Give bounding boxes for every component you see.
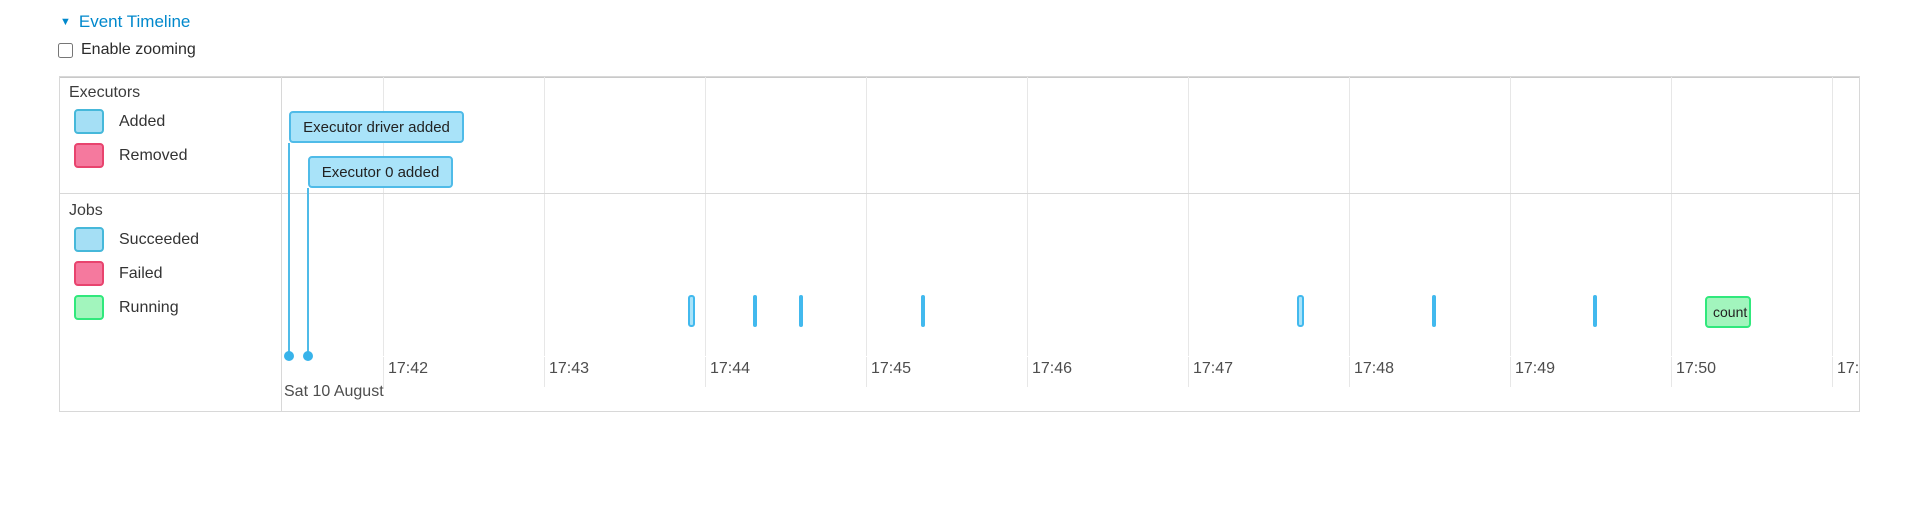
event-stem-line (288, 143, 290, 356)
axis-date-label: Sat 10 August (284, 383, 384, 400)
job-succeeded-tick[interactable] (688, 295, 695, 327)
succeeded-swatch-icon (74, 227, 104, 252)
axis-tick-label: 17:45 (871, 360, 912, 377)
event-stem-line (307, 188, 309, 356)
gridline (1188, 77, 1189, 356)
legend-item-added: Added (74, 109, 280, 134)
legend-title: Executors (69, 84, 141, 101)
enable-zooming-checkbox[interactable] (58, 42, 73, 58)
legend-title: Jobs (69, 202, 103, 219)
legend-item-succeeded: Succeeded (74, 227, 280, 252)
axis-tick (1510, 357, 1511, 387)
page-title: Event Timeline (78, 12, 191, 31)
gridline (1349, 77, 1350, 356)
event-timeline-chart: Executors Added Removed Jobs Succeeded Failed… (59, 76, 1860, 412)
enable-zooming-label: Enable zooming (81, 41, 196, 58)
axis-tick (705, 357, 706, 387)
gridline (1671, 77, 1672, 356)
lane-divider (60, 193, 1859, 194)
axis-tick-label: 17:48 (1354, 360, 1395, 377)
executor-event-box[interactable]: Executor driver added (289, 111, 464, 143)
job-succeeded-tick[interactable] (799, 295, 803, 327)
axis-tick-label: 17:51 (1837, 360, 1860, 377)
gridline (1027, 77, 1028, 356)
legend-label: Added (119, 112, 166, 130)
legend-label: Failed (119, 264, 163, 282)
event-dot-icon (284, 351, 294, 361)
legend-label: Running (119, 298, 179, 316)
event-dot-icon (303, 351, 313, 361)
executor-event-box[interactable]: Executor 0 added (308, 156, 453, 188)
job-succeeded-tick[interactable] (1593, 295, 1597, 327)
job-succeeded-tick[interactable] (1432, 295, 1436, 327)
axis-tick (1027, 357, 1028, 387)
gridline (383, 77, 384, 356)
gridline (1510, 77, 1511, 356)
job-succeeded-tick[interactable] (921, 295, 925, 327)
axis-tick-label: 17:47 (1193, 360, 1234, 377)
axis-tick (544, 357, 545, 387)
axis-tick-label: 17:42 (388, 360, 429, 377)
legend-label: Succeeded (119, 230, 200, 248)
axis-tick-label: 17:49 (1515, 360, 1556, 377)
axis-tick-label: 17:43 (549, 360, 590, 377)
axis-tick (383, 357, 384, 387)
axis-tick (1188, 357, 1189, 387)
running-swatch-icon (74, 295, 104, 320)
legend-divider (281, 77, 282, 411)
axis-tick (1832, 357, 1833, 387)
axis-tick (1349, 357, 1350, 387)
job-succeeded-tick[interactable] (753, 295, 757, 327)
axis-tick-label: 17:46 (1032, 360, 1073, 377)
axis-tick-label: 17:44 (710, 360, 751, 377)
gridline (866, 77, 867, 356)
collapse-arrow-icon: ▼ (60, 15, 71, 28)
removed-swatch-icon (74, 143, 104, 168)
legend-item-removed: Removed (74, 143, 280, 168)
axis-tick-label: 17:50 (1676, 360, 1717, 377)
failed-swatch-icon (74, 261, 104, 286)
legend-label: Removed (119, 146, 188, 164)
gridline (705, 77, 706, 356)
legend-group-executors: Executors Added Removed (60, 77, 280, 177)
axis-tick (1671, 357, 1672, 387)
time-axis-line (60, 77, 1859, 78)
gridline (1832, 77, 1833, 356)
legend-item-failed: Failed (74, 261, 280, 286)
job-succeeded-tick[interactable] (1297, 295, 1304, 327)
job-running-box[interactable]: count (1705, 296, 1751, 328)
legend-group-jobs: Jobs Succeeded Failed Running (60, 195, 280, 329)
legend-item-running: Running (74, 295, 280, 320)
enable-zooming-control[interactable]: Enable zooming (58, 41, 196, 59)
added-swatch-icon (74, 109, 104, 134)
gridline (544, 77, 545, 356)
axis-tick (866, 357, 867, 387)
event-timeline-toggle[interactable]: ▼ Event Timeline (60, 12, 190, 32)
